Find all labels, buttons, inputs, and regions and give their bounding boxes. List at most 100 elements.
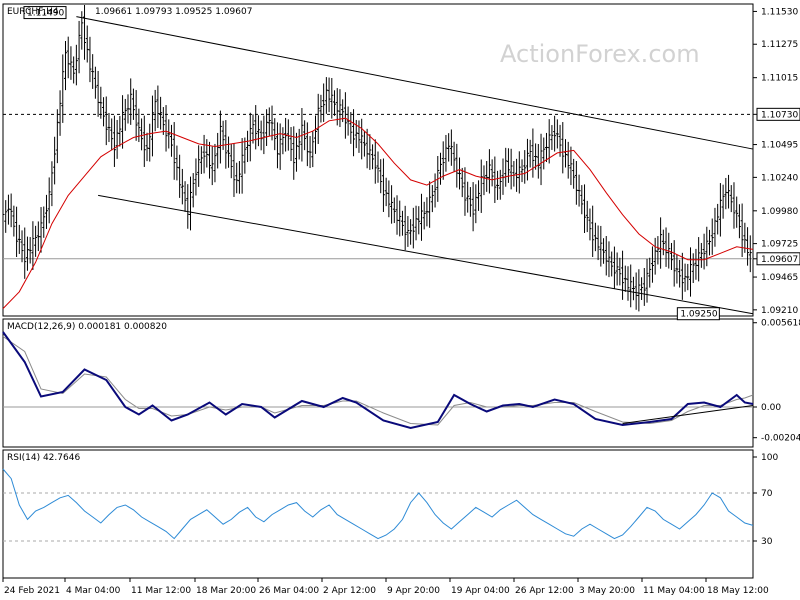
price-bar xyxy=(430,185,434,213)
macd-chart: 0.005618 0.00 -0.002046 xyxy=(2,319,800,444)
x-axis: 24 Feb 2021 4 Mar 04:00 11 Mar 12:00 18 Mar… xyxy=(2,578,769,596)
price-bar xyxy=(93,66,97,99)
macd-signal-line xyxy=(2,336,754,426)
price-bar xyxy=(376,151,380,183)
price-bar xyxy=(300,108,304,162)
price-bar xyxy=(615,252,619,286)
price-bar xyxy=(411,207,415,249)
macd-panel-frame xyxy=(2,318,754,448)
price-bar xyxy=(66,36,70,79)
price-bar xyxy=(737,204,741,239)
price-bar xyxy=(724,177,728,210)
price-bar xyxy=(716,203,720,235)
price-bar xyxy=(585,200,589,233)
price-bar xyxy=(297,128,301,160)
price-bar xyxy=(237,161,241,194)
price-bar xyxy=(381,158,385,212)
x-tick-label: 9 Apr 20:00 xyxy=(387,586,440,596)
price-bar xyxy=(444,134,448,172)
x-tick-label: 18 May 12:00 xyxy=(707,586,769,596)
price-bar xyxy=(121,95,125,149)
price-bar xyxy=(134,90,138,141)
price-bar xyxy=(4,200,8,233)
price-bar xyxy=(246,130,250,163)
price-bar xyxy=(175,145,179,181)
x-tick-label: 19 Apr 04:00 xyxy=(451,586,510,596)
price-bar xyxy=(99,86,103,119)
price-bar xyxy=(34,225,38,257)
price-panel-frame xyxy=(2,3,754,317)
price-bar xyxy=(623,265,627,292)
price-bar xyxy=(428,181,432,228)
price-bar xyxy=(656,236,660,265)
price-bar xyxy=(536,144,540,179)
price-bar xyxy=(629,264,633,308)
price-bars xyxy=(3,5,752,312)
price-bar xyxy=(708,229,712,256)
y-tick-label: 1.09725 xyxy=(761,240,798,250)
price-bar xyxy=(599,225,603,267)
price-bar xyxy=(194,158,198,196)
price-bar xyxy=(213,143,217,183)
price-bar xyxy=(110,118,114,151)
x-tick-label: 26 Mar 04:00 xyxy=(259,586,319,596)
price-bar xyxy=(202,134,206,174)
price-bar xyxy=(17,224,21,254)
price-bar xyxy=(387,180,391,218)
price-bar xyxy=(281,127,285,155)
price-bar xyxy=(330,78,334,119)
price-bar xyxy=(243,137,247,174)
x-tick-label: 3 May 20:00 xyxy=(579,586,635,596)
annotation-label: 1.11490 xyxy=(27,9,64,19)
price-bar xyxy=(28,237,32,264)
rsi-y-tick-label: 30 xyxy=(761,537,773,547)
price-bar xyxy=(64,41,67,91)
price-bar xyxy=(208,141,212,179)
price-bar xyxy=(362,131,366,157)
price-bar xyxy=(468,187,472,217)
price-bar xyxy=(172,122,176,180)
price-bar xyxy=(447,133,451,162)
price-bar xyxy=(72,56,76,84)
rsi-line xyxy=(2,468,754,540)
price-bar xyxy=(156,85,160,128)
price-bar xyxy=(479,159,483,213)
price-bar xyxy=(77,20,81,74)
price-bar xyxy=(305,122,309,167)
price-bar xyxy=(732,182,736,229)
price-bar xyxy=(612,246,616,289)
price-bar xyxy=(631,276,635,301)
price-bar xyxy=(227,136,231,168)
price-bar xyxy=(727,174,731,209)
price-bar xyxy=(580,185,584,215)
y-tick-label: 1.11015 xyxy=(761,74,798,84)
price-bar xyxy=(308,136,312,169)
price-bar xyxy=(289,127,293,162)
price-bar xyxy=(169,124,173,157)
price-bar xyxy=(735,196,739,228)
price-bar xyxy=(746,227,750,266)
price-bar xyxy=(572,158,576,189)
y-tick-label: 1.09465 xyxy=(761,273,798,283)
price-bar xyxy=(142,115,146,167)
price-bar xyxy=(678,259,682,288)
price-bar xyxy=(352,109,356,157)
price-bar xyxy=(240,138,244,194)
x-tick-label: 11 Mar 12:00 xyxy=(131,586,191,596)
x-tick-label: 11 May 04:00 xyxy=(643,586,705,596)
price-bar xyxy=(602,238,606,264)
annotation-box xyxy=(676,307,720,321)
price-bar xyxy=(740,203,744,257)
price-bar xyxy=(69,46,73,80)
y-tick-label: 1.11275 xyxy=(761,40,798,50)
price-bar xyxy=(523,150,527,184)
price-bar xyxy=(680,252,684,300)
price-bar xyxy=(683,263,687,292)
price-bar xyxy=(183,181,187,212)
price-bar xyxy=(259,120,263,151)
price-bar xyxy=(270,105,274,141)
price-bar xyxy=(275,122,279,169)
price-bar xyxy=(357,120,361,153)
price-bar xyxy=(210,146,214,186)
x-tick-label: 26 Apr 12:00 xyxy=(515,586,574,596)
